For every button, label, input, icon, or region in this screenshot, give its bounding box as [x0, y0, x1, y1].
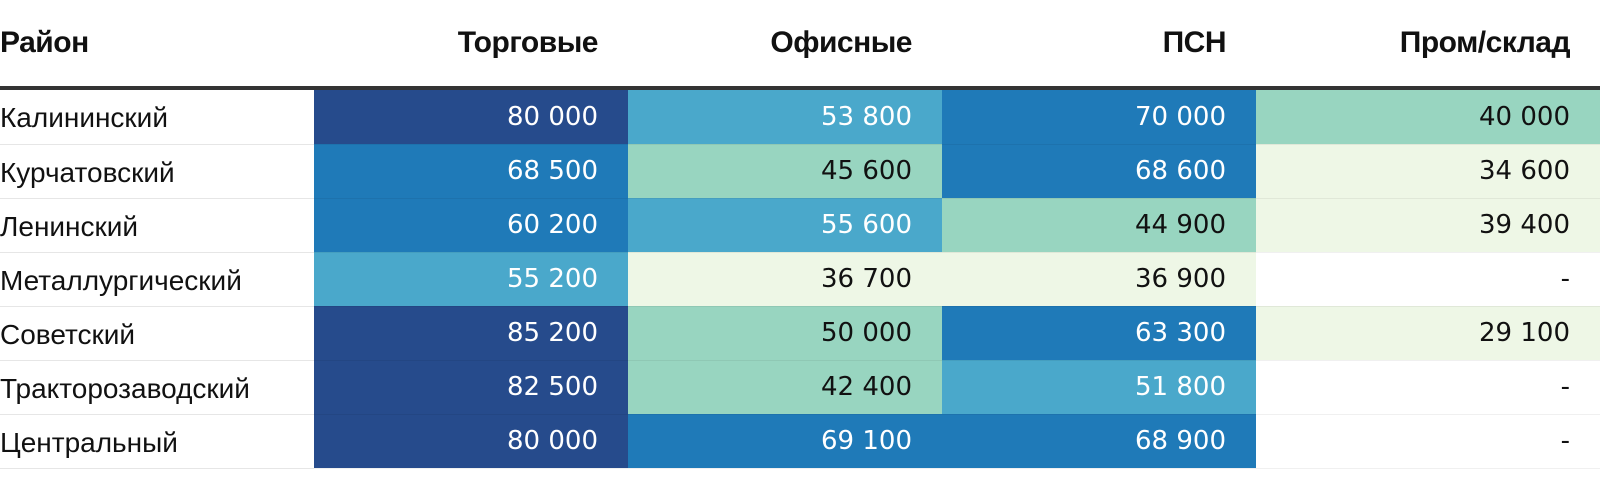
heatmap-cell: 39 400	[1256, 198, 1600, 253]
table-row: Металлургический 55 200 36 700 36 900-	[0, 252, 1600, 307]
column-header-2: Офисные	[628, 0, 942, 90]
column-header-4: Пром/склад	[1256, 0, 1600, 90]
table-row: Центральный 80 000 69 100 68 900-	[0, 414, 1600, 469]
table-row: Советский 85 200 50 000 63 300 29 100	[0, 306, 1600, 361]
heatmap-cell: 34 600	[1256, 144, 1600, 199]
heatmap-cell: 55 600	[628, 198, 942, 253]
heatmap-cell: 85 200	[314, 306, 628, 361]
heatmap-cell: 68 600	[942, 144, 1256, 199]
heatmap-cell: 80 000	[314, 88, 628, 145]
row-label: Центральный	[0, 414, 314, 469]
heatmap-cell: 36 900	[942, 252, 1256, 307]
table-body: Калининский 80 000 53 800 70 000 40 000 Курча…	[0, 88, 1600, 469]
heatmap-cell: 68 500	[314, 144, 628, 199]
row-label: Курчатовский	[0, 144, 314, 199]
heatmap-cell: 55 200	[314, 252, 628, 307]
heatmap-cell: 53 800	[628, 88, 942, 145]
table-row: Курчатовский 68 500 45 600 68 600 34 600	[0, 144, 1600, 199]
column-header-3: ПСН	[942, 0, 1256, 90]
heatmap-cell: 51 800	[942, 360, 1256, 415]
heatmap-cell: 60 200	[314, 198, 628, 253]
heatmap-cell: 68 900	[942, 414, 1256, 469]
heatmap-cell: 80 000	[314, 414, 628, 469]
column-header-1: Торговые	[314, 0, 628, 90]
row-label: Металлургический	[0, 252, 314, 307]
row-label: Тракторозаводский	[0, 360, 314, 415]
row-label: Ленинский	[0, 198, 314, 253]
table-row: Ленинский 60 200 55 600 44 900 39 400	[0, 198, 1600, 253]
heatmap-table: Район Торговые Офисные ПСН Пром/склад Калини…	[0, 0, 1600, 469]
heatmap-cell: 63 300	[942, 306, 1256, 361]
heatmap-cell: -	[1256, 252, 1600, 307]
heatmap-cell: 44 900	[942, 198, 1256, 253]
table-row: Тракторозаводский 82 500 42 400 51 800-	[0, 360, 1600, 415]
row-label: Советский	[0, 306, 314, 361]
heatmap-cell: 82 500	[314, 360, 628, 415]
heatmap-cell: -	[1256, 414, 1600, 469]
heatmap-cell: 45 600	[628, 144, 942, 199]
column-header-district: Район	[0, 0, 314, 90]
heatmap-cell: 29 100	[1256, 306, 1600, 361]
row-label: Калининский	[0, 88, 314, 145]
heatmap-cell: 69 100	[628, 414, 942, 469]
table-row: Калининский 80 000 53 800 70 000 40 000	[0, 88, 1600, 145]
heatmap-cell: 42 400	[628, 360, 942, 415]
heatmap-cell: 70 000	[942, 88, 1256, 145]
heatmap-cell: 40 000	[1256, 88, 1600, 145]
header-row: Район Торговые Офисные ПСН Пром/склад	[0, 0, 1600, 90]
heatmap-cell: -	[1256, 360, 1600, 415]
table-header: Район Торговые Офисные ПСН Пром/склад	[0, 0, 1600, 90]
heatmap-cell: 50 000	[628, 306, 942, 361]
heatmap-cell: 36 700	[628, 252, 942, 307]
